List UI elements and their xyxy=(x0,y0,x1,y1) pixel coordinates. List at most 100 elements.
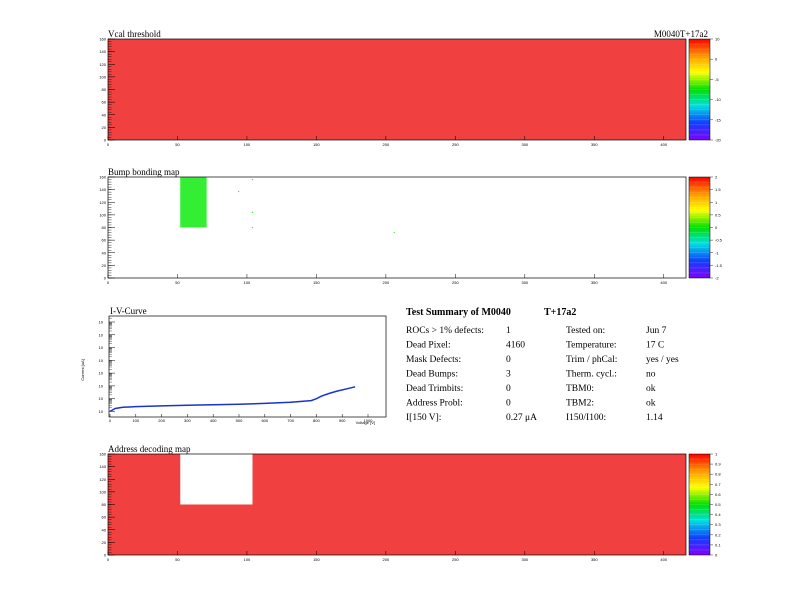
y-tick-label: 80 xyxy=(102,87,107,92)
y-tick-label: 120 xyxy=(99,62,106,67)
heatmap-pixel xyxy=(251,226,254,229)
iv-x-tick-label: 100 xyxy=(132,418,139,423)
y-tick-label: 140 xyxy=(99,464,106,469)
summary-right-value: ok xyxy=(646,384,656,394)
address-decoding-plot: 0 20 40 60 80 100 120 140 160 0 50 100 150 200 250 300 3… xyxy=(99,452,687,562)
colorbar-tick-label: 0.5 xyxy=(715,212,721,217)
y-tick-label: 80 xyxy=(102,225,107,230)
vcal-threshold-title: Vcal threshold xyxy=(108,29,161,39)
address-decoding-colorbar: 1 0.9 0.8 0.7 0.6 0.5 0.4 0.3 0.2 0.1 0 xyxy=(688,452,721,558)
iv-y-axis-label: Current [uA] xyxy=(80,359,85,381)
colorbar-tick-label: -20 xyxy=(715,138,722,143)
colorbar-tick-label: 2 xyxy=(715,175,718,180)
y-tick-label: 0 xyxy=(104,138,107,143)
summary-right-value: 1.14 xyxy=(646,413,663,423)
y-tick-label: 120 xyxy=(99,200,106,205)
y-tick-label: 100 xyxy=(99,212,106,217)
x-tick-label: 400 xyxy=(660,142,667,147)
y-tick-label: 20 xyxy=(102,125,107,130)
x-tick-label: 300 xyxy=(521,557,528,562)
summary-heading-tag: T+17a2 xyxy=(544,307,576,318)
summary-left-value: 0 xyxy=(506,384,511,394)
summary-right-label: I150/I100: xyxy=(566,413,606,423)
summary-right-label: Trim / phCal: xyxy=(566,355,617,365)
module-label: M0040T+17a2 xyxy=(654,29,708,39)
x-tick-label: 100 xyxy=(244,142,251,147)
iv-x-tick-label: 500 xyxy=(236,418,243,423)
vcal-threshold-plot: 0 20 40 60 80 100 120 140 160 0 50 100 150 200 250 300 3… xyxy=(99,37,687,147)
x-tick-label: 0 xyxy=(107,142,110,147)
colorbar-tick-label: 0.8 xyxy=(715,472,721,477)
x-tick-label: 300 xyxy=(521,142,528,147)
summary-right-value: no xyxy=(646,370,656,380)
summary-right-value: Jun 7 xyxy=(646,326,667,336)
summary-right-label: Temperature: xyxy=(566,341,617,351)
x-tick-label: 50 xyxy=(175,557,180,562)
x-tick-label: 250 xyxy=(452,142,459,147)
heatmap-background xyxy=(108,39,686,140)
summary-left-label: Dead Bumps: xyxy=(406,370,458,380)
x-tick-label: 50 xyxy=(175,280,180,285)
summary-right-value: yes / yes xyxy=(646,355,679,365)
iv-x-tick-label: 0 xyxy=(109,418,112,423)
iv-x-tick-label: 900 xyxy=(339,418,346,423)
y-tick-label: 40 xyxy=(102,250,107,255)
x-tick-label: 100 xyxy=(244,280,251,285)
bump-bonding-plot: 0 20 40 60 80 100 120 140 160 0 50 100 150 200 250 300 3… xyxy=(99,175,687,285)
colorbar-tick-label: 0.3 xyxy=(715,522,721,527)
x-tick-label: 400 xyxy=(660,557,667,562)
iv-curve-series-line xyxy=(109,386,356,413)
colorbar-tick-label: 0 xyxy=(715,57,718,62)
colorbar-tick-label: -10 xyxy=(715,97,722,102)
y-tick-label: 140 xyxy=(99,49,106,54)
x-tick-label: 350 xyxy=(591,280,598,285)
y-tick-label: 160 xyxy=(99,37,106,42)
colorbar-tick-label: 1.5 xyxy=(715,187,721,192)
iv-y-tick-label: 10 xyxy=(99,371,104,376)
iv-x-tick-label: 1000 xyxy=(364,418,374,423)
test-summary: Test Summary of M0040 T+17a2 ROCs > 1% d… xyxy=(406,307,679,423)
address-decoding-title: Address decoding map xyxy=(108,444,191,454)
x-tick-label: 150 xyxy=(313,557,320,562)
summary-right-value: 17 C xyxy=(646,341,664,351)
colorbar-tick-label: 0.2 xyxy=(715,532,721,537)
x-tick-label: 200 xyxy=(383,280,390,285)
colorbar-tick-label: 0 xyxy=(715,553,718,558)
x-tick-label: 250 xyxy=(452,557,459,562)
vcal-threshold-colorbar: 10 0 -5 -10 -15 -20 xyxy=(688,37,722,143)
x-tick-label: 400 xyxy=(660,280,667,285)
colorbar-tick-label: 0.6 xyxy=(715,492,721,497)
summary-left-value: 4160 xyxy=(506,341,525,351)
y-tick-label: 160 xyxy=(99,175,106,180)
colorbar-tick-label: 1 xyxy=(715,200,718,205)
iv-x-tick-label: 400 xyxy=(210,418,217,423)
colorbar-tick-label: 1 xyxy=(715,452,718,457)
y-tick-label: 120 xyxy=(99,477,106,482)
colorbar-tick-label: 10 xyxy=(715,37,720,42)
summary-right-label: Therm. cycl.: xyxy=(566,370,617,380)
summary-heading: Test Summary of M0040 xyxy=(406,307,511,318)
y-tick-label: 60 xyxy=(102,100,107,105)
summary-left-value: 1 xyxy=(506,326,511,336)
iv-y-tick-label: 10 xyxy=(99,409,104,414)
x-tick-label: 150 xyxy=(313,142,320,147)
x-tick-label: 250 xyxy=(452,280,459,285)
iv-x-tick-label: 200 xyxy=(158,418,165,423)
colorbar-tick-label: 0.4 xyxy=(715,512,721,517)
x-tick-label: 300 xyxy=(521,280,528,285)
iv-y-tick-label: 10 xyxy=(99,383,104,388)
colorbar-tick-label: 0.9 xyxy=(715,462,721,467)
summary-left-value: 0.27 μA xyxy=(506,413,537,423)
iv-y-tick-label: 10 xyxy=(99,358,104,363)
y-tick-label: 100 xyxy=(99,74,106,79)
heatmap-pixel xyxy=(238,190,240,193)
iv-curve-title: I-V-Curve xyxy=(110,306,147,316)
heatmap-region xyxy=(180,177,207,228)
iv-y-tick-label: 10 xyxy=(99,345,104,350)
vcal-threshold-panel: Vcal threshold M0040T+17a2 0204060801001… xyxy=(99,29,721,147)
summary-right-column: Tested on: Jun 7 Temperature: 17 C Trim / ph… xyxy=(566,326,679,423)
iv-y-tick-label: 10 xyxy=(99,332,104,337)
iv-y-tick-label: 10 xyxy=(99,396,104,401)
